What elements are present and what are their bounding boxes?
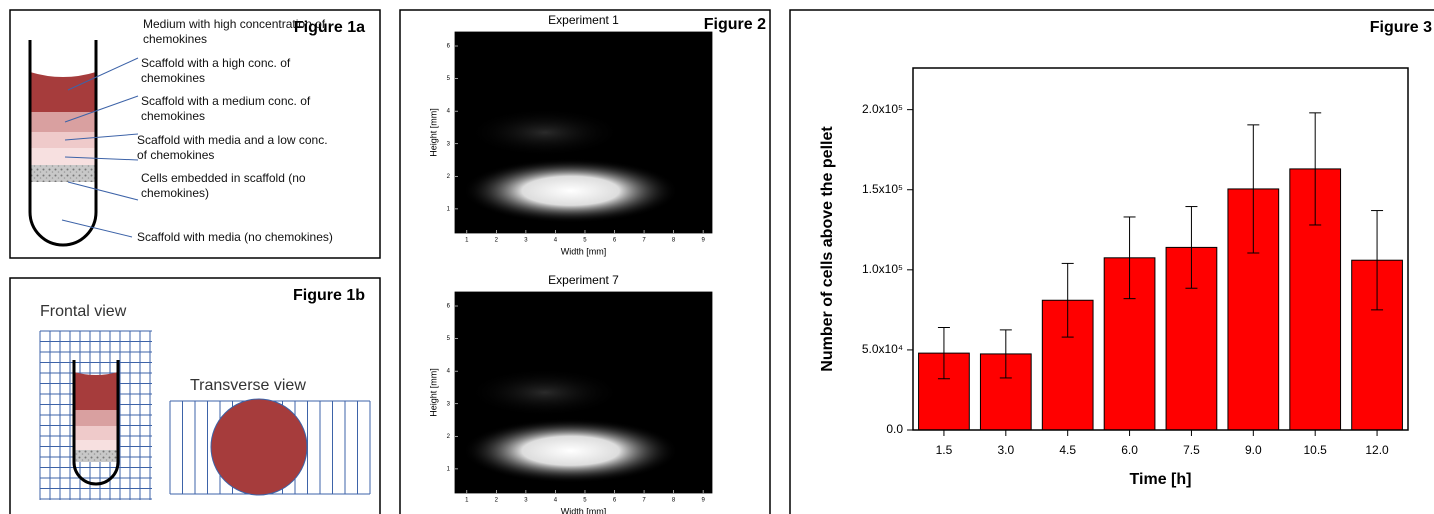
y-tick-label: 2 (447, 174, 451, 180)
heatmap-blob (462, 158, 679, 223)
x-tick-label: 7 (642, 238, 646, 244)
diagram-label: Scaffold with a high conc. of chemokines (141, 56, 291, 85)
x-tick-label: 6.0 (1121, 443, 1138, 457)
x-axis-label: Time [h] (1130, 471, 1192, 488)
y-tick-label: 2.0x10⁵ (862, 102, 903, 116)
y-tick-label: 1.5x10⁵ (862, 182, 903, 196)
x-tick-label: 2 (495, 498, 499, 504)
y-axis-label: Height [mm] (428, 108, 438, 157)
heatmap-faint (467, 108, 623, 157)
x-tick-label: 4 (554, 238, 558, 244)
figure-label: Figure 1a (294, 19, 365, 36)
x-tick-label: 4.5 (1059, 443, 1076, 457)
y-tick-label: 5.0x10⁴ (862, 342, 903, 356)
diagram-label: Scaffold with a medium conc. of chemokin… (141, 94, 311, 123)
y-axis-label: Height [mm] (428, 368, 438, 417)
y-axis-label: Number of cells above the pellet (819, 126, 836, 372)
view-label: Transverse view (190, 377, 306, 394)
plot-frame (912, 67, 1409, 431)
tube-diagram (72, 360, 308, 496)
chart-title: Experiment 1 (548, 13, 619, 27)
x-tick-label: 9 (701, 498, 705, 504)
y-tick-label: 2 (447, 434, 451, 440)
plot-frame (454, 31, 713, 234)
panel-frame (9, 9, 381, 259)
x-tick-label: 3 (524, 238, 528, 244)
diagram-label: Cells embedded in scaffold (no chemokine… (141, 171, 306, 200)
figure-label: Figure 2 (704, 16, 766, 33)
x-tick-label: 2 (495, 238, 499, 244)
panel-frame (399, 9, 771, 514)
x-tick-label: 1 (465, 238, 469, 244)
diagram-label: Medium with high concentration of chemok… (143, 17, 326, 46)
panel-frame (789, 9, 1434, 514)
diagram-label: Scaffold with media (no chemokines) (137, 230, 333, 244)
x-tick-label: 9 (701, 238, 705, 244)
y-tick-label: 4 (447, 369, 451, 375)
bar (1165, 246, 1218, 431)
x-tick-label: 3.0 (997, 443, 1014, 457)
y-tick-label: 4 (447, 109, 451, 115)
x-tick-label: 6 (613, 498, 617, 504)
y-tick-label: 1.0x10⁵ (862, 262, 903, 276)
x-tick-label: 4 (554, 498, 558, 504)
panel-frame (9, 277, 381, 514)
x-axis-label: Width [mm] (561, 246, 607, 256)
x-tick-label: 9.0 (1245, 443, 1262, 457)
plot-frame (454, 291, 713, 494)
y-tick-label: 1 (447, 206, 451, 212)
x-tick-label: 6 (613, 238, 617, 244)
figure-label: Figure 1b (293, 287, 365, 304)
x-tick-label: 3 (524, 498, 528, 504)
x-tick-label: 1 (465, 498, 469, 504)
figure-label: Figure 3 (1370, 19, 1432, 36)
x-tick-label: 8 (672, 498, 676, 504)
y-tick-label: 5 (447, 76, 451, 82)
x-tick-label: 8 (672, 238, 676, 244)
y-tick-label: 6 (447, 44, 451, 50)
chart-title: Experiment 7 (548, 273, 619, 287)
x-axis-label: Width [mm] (561, 506, 607, 514)
y-tick-label: 5 (447, 336, 451, 342)
x-tick-label: 7 (642, 498, 646, 504)
x-tick-label: 5 (583, 238, 587, 244)
x-tick-label: 12.0 (1365, 443, 1389, 457)
heatmap-blob (462, 418, 679, 483)
diagram-label: Scaffold with media and a low conc. of c… (137, 133, 328, 162)
x-tick-label: 5 (583, 498, 587, 504)
x-tick-label: 7.5 (1183, 443, 1200, 457)
y-tick-label: 0.0 (886, 422, 903, 436)
y-tick-label: 6 (447, 304, 451, 310)
x-tick-label: 1.5 (936, 443, 953, 457)
view-label: Frontal view (40, 303, 127, 320)
heatmap-faint (467, 368, 623, 417)
y-tick-label: 3 (447, 141, 451, 147)
tube-diagram (28, 40, 139, 247)
y-tick-label: 1 (447, 466, 451, 472)
x-tick-label: 10.5 (1304, 443, 1328, 457)
y-tick-label: 3 (447, 401, 451, 407)
